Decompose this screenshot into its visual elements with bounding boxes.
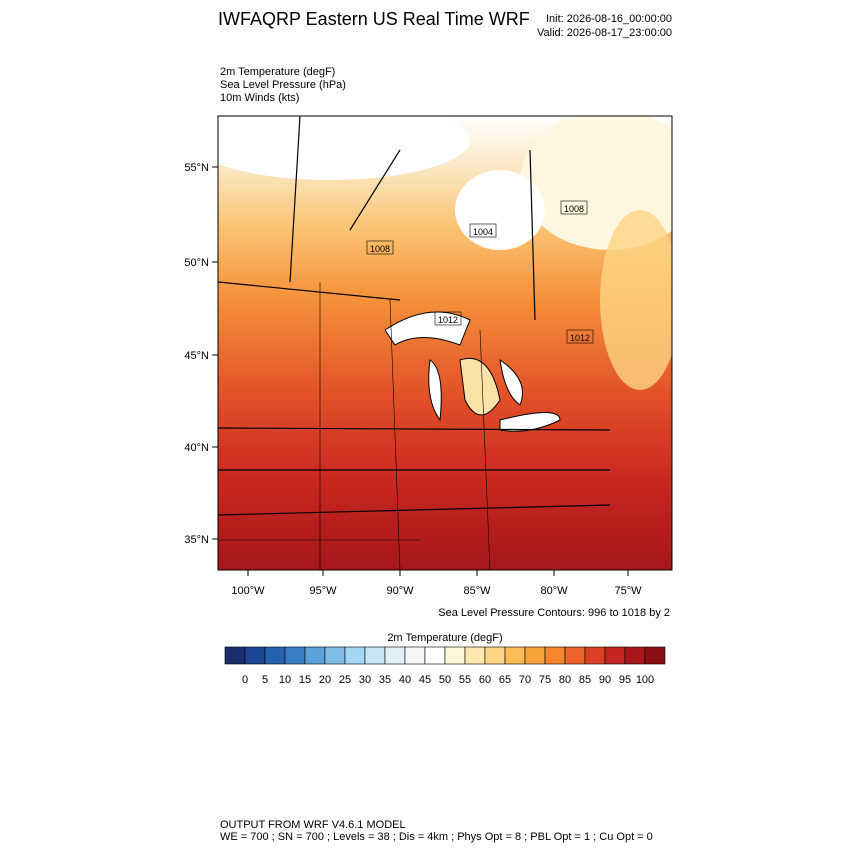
colorbar-label: 60 <box>479 674 491 686</box>
colorbar-box <box>264 646 286 665</box>
colorbar-box <box>384 646 406 665</box>
title: IWFAQRP Eastern US Real Time WRF <box>218 9 530 29</box>
map-frame <box>217 115 673 571</box>
contour-label-box <box>366 240 394 255</box>
colorbar-label: 95 <box>619 674 631 686</box>
colorbar-label: 40 <box>399 674 411 686</box>
contour-label: 1008 <box>564 204 584 214</box>
contour-label-box <box>566 329 594 344</box>
colorbar-box <box>584 646 606 665</box>
colorbar-label: 25 <box>339 674 351 686</box>
lon-label: 80°W <box>540 585 568 597</box>
contour-label-box <box>434 311 462 326</box>
footer-line: OUTPUT FROM WRF V4.6.1 MODEL <box>220 819 406 831</box>
lat-label: 45°N <box>184 350 209 362</box>
colorbar-label: 10 <box>279 674 291 686</box>
map-field <box>218 116 672 570</box>
colorbar-box <box>524 646 546 665</box>
footer-line: WE = 700 ; SN = 700 ; Levels = 38 ; Dis … <box>220 831 653 843</box>
colorbar-label: 20 <box>319 674 331 686</box>
colorbar-box <box>364 646 386 665</box>
field-label: 10m Winds (kts) <box>220 92 299 104</box>
colorbar-box <box>464 646 486 665</box>
colorbar-label: 5 <box>262 674 268 686</box>
colorbar-label: 30 <box>359 674 371 686</box>
colorbar-box <box>424 646 446 665</box>
colorbar-box <box>564 646 586 665</box>
colorbar-title: 2m Temperature (degF) <box>387 632 502 644</box>
colorbar-box <box>604 646 626 665</box>
colorbar-label: 90 <box>599 674 611 686</box>
init-time: Init: 2026-08-16_00:00:00 <box>546 13 672 25</box>
field-label: 2m Temperature (degF) <box>220 66 335 78</box>
colorbar-box <box>544 646 566 665</box>
contour-label-box <box>469 223 497 238</box>
colorbar-box <box>344 646 366 665</box>
colorbar-box <box>404 646 426 665</box>
colorbar-label: 35 <box>379 674 391 686</box>
contour-label: 1012 <box>438 315 458 325</box>
colorbar-label: 80 <box>559 674 571 686</box>
colorbar-box <box>244 646 266 665</box>
colorbar-box <box>304 646 326 665</box>
colorbar-label: 45 <box>419 674 431 686</box>
contour-note: Sea Level Pressure Contours: 996 to 1018… <box>438 607 670 619</box>
colorbar-label: 55 <box>459 674 471 686</box>
contour-label-box <box>560 200 588 215</box>
lon-label: 100°W <box>231 585 265 597</box>
lon-label: 90°W <box>386 585 414 597</box>
colorbar-box <box>504 646 526 665</box>
colorbar-label: 70 <box>519 674 531 686</box>
lat-label: 55°N <box>184 162 209 174</box>
valid-time: Valid: 2026-08-17_23:00:00 <box>537 27 672 39</box>
colorbar-label: 100 <box>636 674 654 686</box>
colorbar-label: 0 <box>242 674 248 686</box>
colorbar-label: 65 <box>499 674 511 686</box>
colorbar-label: 85 <box>579 674 591 686</box>
colorbar-box <box>284 646 306 665</box>
lon-label: 75°W <box>614 585 642 597</box>
colorbar-box <box>444 646 466 665</box>
lat-label: 50°N <box>184 257 209 269</box>
contour-label: 1012 <box>570 333 590 343</box>
colorbar-box <box>644 646 666 665</box>
contour-label: 1008 <box>370 244 390 254</box>
colorbar-box <box>324 646 346 665</box>
colorbar-label: 15 <box>299 674 311 686</box>
lon-label: 95°W <box>309 585 337 597</box>
field-label: Sea Level Pressure (hPa) <box>220 79 346 91</box>
colorbar-label: 50 <box>439 674 451 686</box>
contour-label: 1004 <box>473 227 493 237</box>
lat-label: 35°N <box>184 534 209 546</box>
colorbar-box <box>624 646 646 665</box>
lon-label: 85°W <box>463 585 491 597</box>
colorbar-box <box>224 646 246 665</box>
colorbar-label: 75 <box>539 674 551 686</box>
lat-label: 40°N <box>184 442 209 454</box>
colorbar-box <box>484 646 506 665</box>
